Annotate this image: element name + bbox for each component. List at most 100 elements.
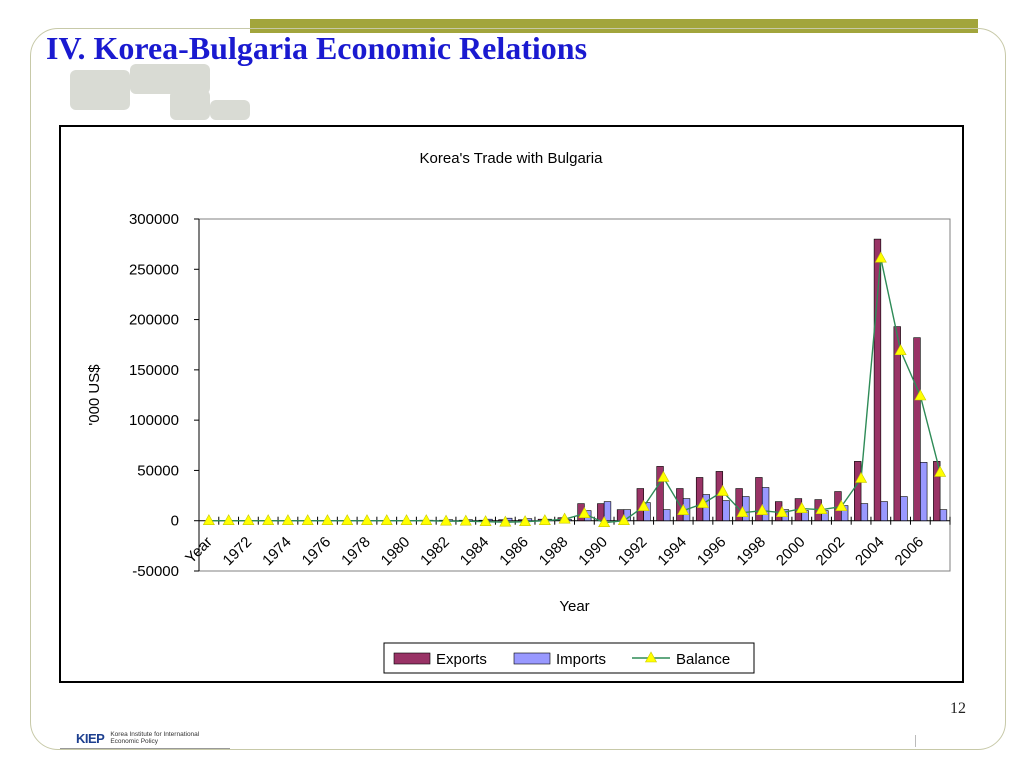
legend-label-balance: Balance bbox=[676, 651, 730, 668]
balance-marker bbox=[835, 500, 848, 511]
bar-imports bbox=[722, 500, 730, 522]
balance-marker bbox=[519, 515, 532, 527]
balance-marker bbox=[716, 484, 729, 496]
y-tick-label: 300000 bbox=[129, 211, 179, 228]
bar-exports bbox=[656, 466, 664, 522]
x-tick-label: 1982 bbox=[417, 534, 453, 570]
bar-imports bbox=[761, 487, 770, 522]
bar-imports bbox=[900, 496, 908, 522]
balance-marker bbox=[479, 515, 492, 527]
y-tick-label: 200000 bbox=[129, 312, 179, 329]
legend-swatch-balance-marker bbox=[644, 651, 658, 663]
chart-title: Korea's Trade with Bulgaria bbox=[420, 150, 604, 167]
x-axis-title: Year bbox=[559, 598, 589, 615]
world-map-decoration bbox=[70, 64, 250, 120]
legend-label-imports: Imports bbox=[556, 651, 606, 668]
x-tick-label: 1974 bbox=[259, 534, 295, 570]
bar-imports bbox=[603, 501, 612, 522]
bar-imports bbox=[939, 509, 948, 522]
bar-imports bbox=[663, 509, 671, 522]
x-tick-label: 1988 bbox=[536, 534, 572, 570]
bar-exports bbox=[715, 471, 724, 522]
balance-marker bbox=[341, 514, 354, 526]
balance-marker bbox=[934, 465, 947, 477]
y-tick-label: 250000 bbox=[129, 261, 179, 278]
bar-imports bbox=[841, 505, 849, 522]
balance-marker bbox=[420, 514, 433, 526]
slide-title: IV. Korea-Bulgaria Economic Relations bbox=[46, 30, 588, 66]
balance-marker bbox=[894, 344, 907, 356]
logo-text: Korea Institute for International Econom… bbox=[110, 731, 220, 745]
legend-box bbox=[383, 642, 755, 674]
balance-marker bbox=[400, 514, 413, 526]
balance-marker bbox=[222, 514, 235, 526]
footer-divider bbox=[60, 748, 230, 749]
x-tick-label: 1986 bbox=[496, 534, 532, 570]
balance-marker bbox=[914, 389, 927, 401]
balance-marker bbox=[677, 504, 690, 515]
y-axis-title: '000 US$ bbox=[86, 364, 103, 426]
slide-frame bbox=[30, 28, 1006, 750]
footer-tick bbox=[915, 735, 916, 747]
balance-marker bbox=[637, 500, 650, 511]
balance-marker bbox=[499, 515, 512, 527]
y-tick-label: 50000 bbox=[137, 462, 179, 479]
x-tick-label: 1996 bbox=[694, 534, 730, 570]
x-tick-label: Year bbox=[182, 534, 215, 567]
balance-marker bbox=[578, 507, 591, 518]
x-tick-label: 2002 bbox=[813, 534, 849, 570]
balance-marker bbox=[736, 506, 749, 517]
x-tick-label: 1998 bbox=[733, 534, 769, 570]
balance-marker bbox=[558, 512, 571, 524]
balance-marker bbox=[815, 503, 828, 514]
x-tick-label: 1990 bbox=[575, 534, 611, 570]
x-tick-label: 1994 bbox=[654, 534, 690, 570]
balance-marker bbox=[538, 514, 551, 526]
logo-line-1: Korea Institute for International bbox=[110, 731, 200, 738]
balance-marker bbox=[242, 514, 255, 526]
bar-imports bbox=[860, 503, 869, 522]
balance-marker bbox=[202, 514, 215, 526]
balance-marker bbox=[321, 514, 334, 526]
bar-exports bbox=[913, 337, 921, 522]
balance-marker bbox=[756, 504, 769, 515]
x-tick-label: 1972 bbox=[220, 534, 256, 570]
bar-exports bbox=[893, 326, 901, 522]
logo-mark: KIEP bbox=[76, 730, 105, 746]
bar-exports bbox=[873, 238, 882, 522]
x-tick-label: 1976 bbox=[299, 534, 335, 570]
balance-marker bbox=[657, 470, 670, 482]
y-tick-label: 100000 bbox=[129, 412, 179, 429]
x-tick-label: 2006 bbox=[892, 534, 928, 570]
balance-marker bbox=[301, 514, 314, 526]
balance-marker bbox=[262, 514, 275, 526]
y-tick-label: 150000 bbox=[129, 362, 179, 379]
kiep-logo: KIEP Korea Institute for International E… bbox=[76, 727, 220, 749]
x-tick-label: 2004 bbox=[852, 534, 888, 570]
logo-line-2: Economic Policy bbox=[110, 738, 159, 745]
balance-marker bbox=[855, 471, 868, 483]
chart-container: Korea's Trade with Bulgaria -50000 0 50000 1… bbox=[59, 125, 964, 683]
y-tick-label: -50000 bbox=[132, 563, 179, 580]
x-tick-label: 1978 bbox=[338, 534, 374, 570]
balance-marker bbox=[696, 496, 709, 508]
trade-chart: Korea's Trade with Bulgaria -50000 0 50000 1… bbox=[86, 150, 951, 674]
x-tick-label: 1984 bbox=[457, 534, 493, 570]
balance-marker bbox=[598, 516, 611, 528]
page-number: 12 bbox=[950, 700, 966, 717]
balance-marker bbox=[459, 514, 472, 526]
bar-exports bbox=[854, 461, 862, 522]
legend-swatch-exports bbox=[393, 652, 431, 665]
balance-marker bbox=[281, 514, 294, 526]
balance-marker bbox=[360, 514, 373, 526]
balance-marker bbox=[617, 514, 630, 526]
bar-imports bbox=[920, 462, 928, 522]
balance-line bbox=[208, 258, 941, 524]
bar-imports bbox=[880, 501, 888, 522]
x-tick-label: 2000 bbox=[773, 534, 809, 570]
balance-marker bbox=[440, 514, 453, 526]
legend-label-exports: Exports bbox=[436, 651, 487, 668]
x-tick-label: 1980 bbox=[378, 534, 414, 570]
title-accent-bar bbox=[250, 19, 978, 33]
legend-swatch-imports bbox=[513, 652, 551, 665]
